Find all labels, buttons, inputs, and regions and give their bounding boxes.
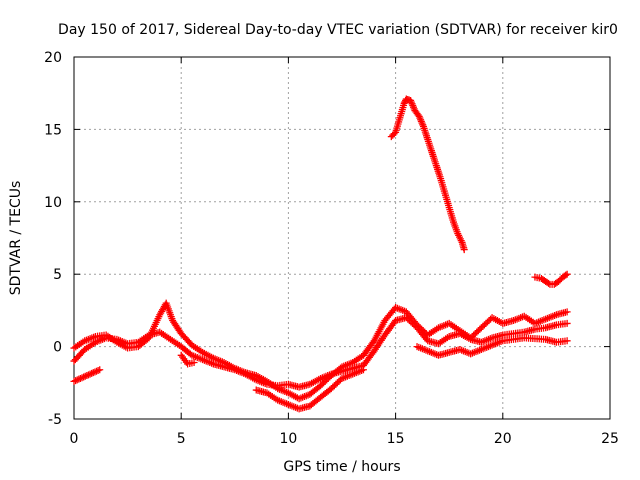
data-point	[91, 368, 99, 376]
data-point	[73, 376, 81, 384]
y-axis-label: SDTVAR / TECUs	[8, 181, 24, 296]
data-point	[76, 374, 84, 382]
data-point	[563, 308, 571, 316]
data-point	[78, 374, 86, 382]
y-tick-label: 10	[44, 195, 62, 211]
y-tick-label: 15	[44, 122, 62, 138]
y-tick-label: 20	[44, 50, 62, 66]
data-point	[563, 337, 571, 345]
data-point	[94, 366, 102, 374]
data-point	[83, 372, 91, 380]
data-point	[96, 366, 104, 374]
y-tick-label: 5	[53, 267, 62, 283]
x-tick-label: 10	[279, 431, 297, 447]
series-track-a	[70, 314, 571, 391]
series-track-e	[531, 270, 571, 288]
chart-title: Day 150 of 2017, Sidereal Day-to-day VTE…	[58, 22, 618, 38]
x-tick-label: 20	[494, 431, 512, 447]
y-tick-labels: -5 0 5 10 15 20	[44, 50, 62, 428]
series-track-c	[70, 334, 571, 413]
data-point	[390, 130, 398, 138]
data-point	[88, 369, 96, 377]
data-point	[359, 366, 367, 374]
x-tick-label: 5	[177, 431, 186, 447]
data-point	[563, 270, 571, 278]
data-points	[70, 95, 571, 413]
x-axis-label: GPS time / hours	[283, 459, 400, 475]
y-tick-label: -5	[48, 412, 62, 428]
x-tick-label: 15	[387, 431, 405, 447]
data-point	[460, 246, 468, 254]
y-tick-label: 0	[53, 340, 62, 356]
data-point	[72, 377, 80, 385]
data-point	[545, 279, 553, 287]
data-point	[190, 359, 198, 367]
series-track-d	[387, 95, 468, 254]
data-point	[563, 319, 571, 327]
plot-frame	[73, 56, 611, 420]
data-point	[86, 370, 94, 378]
x-tick-labels: 0 5 10 15 20 25	[70, 431, 619, 447]
data-point	[70, 377, 78, 385]
data-point	[80, 373, 88, 381]
x-tick-label: 0	[70, 431, 79, 447]
data-point	[93, 367, 101, 375]
data-point	[84, 371, 92, 379]
data-point	[81, 372, 89, 380]
tick-layer	[73, 56, 611, 420]
x-tick-label: 25	[601, 431, 619, 447]
data-point	[75, 375, 83, 383]
series-track-b	[70, 299, 571, 403]
data-point	[89, 369, 97, 377]
data-point	[562, 271, 570, 279]
